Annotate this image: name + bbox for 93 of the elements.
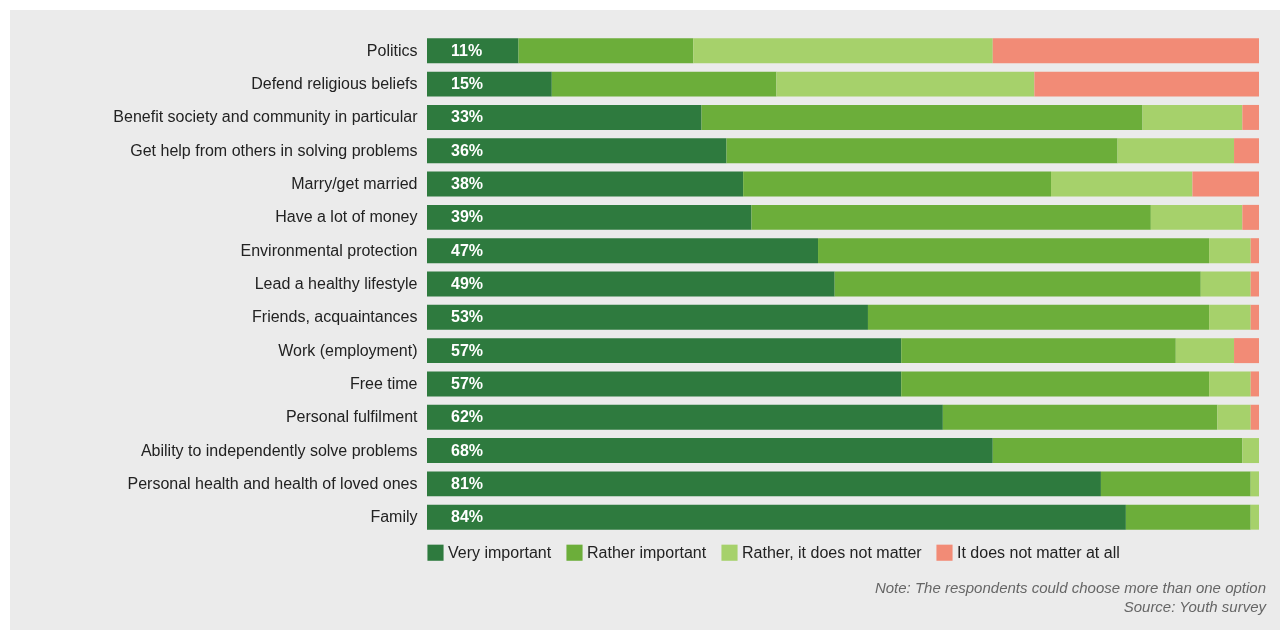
data-label: 62% bbox=[451, 408, 484, 426]
y-tick-label: Personal health and health of loved ones bbox=[127, 474, 418, 492]
bar bbox=[1234, 338, 1259, 364]
y-tick-label: Benefit society and community in particular bbox=[113, 108, 419, 126]
data-label: 38% bbox=[451, 175, 484, 193]
bar bbox=[1242, 204, 1259, 230]
bar bbox=[1142, 104, 1243, 130]
bar bbox=[1100, 471, 1251, 497]
bar bbox=[1192, 171, 1259, 197]
bar bbox=[992, 38, 1259, 64]
bar bbox=[427, 271, 835, 297]
bar bbox=[1242, 104, 1259, 130]
bar bbox=[427, 471, 1101, 497]
bar bbox=[1209, 371, 1251, 397]
data-label: 81% bbox=[451, 474, 484, 492]
data-label: 33% bbox=[451, 108, 484, 126]
bar bbox=[1250, 271, 1259, 297]
bar bbox=[427, 438, 993, 464]
y-tick-label: Defend religious beliefs bbox=[251, 75, 418, 93]
y-tick-label: Free time bbox=[349, 374, 418, 392]
bar bbox=[1242, 438, 1259, 464]
data-label: 11% bbox=[451, 41, 483, 59]
bar bbox=[427, 338, 902, 364]
y-tick-label: Lead a healthy lifestyle bbox=[254, 275, 418, 292]
bar bbox=[1250, 404, 1259, 430]
bar bbox=[427, 371, 902, 397]
bar bbox=[743, 171, 1051, 197]
bar bbox=[942, 404, 1218, 430]
bar bbox=[1034, 71, 1259, 97]
legend-label: Rather important bbox=[587, 543, 707, 561]
data-label: 15% bbox=[451, 75, 484, 93]
bar bbox=[1200, 271, 1251, 297]
data-label: 84% bbox=[451, 508, 484, 526]
bar bbox=[693, 38, 993, 64]
source-note: Source: Youth survey bbox=[1122, 597, 1266, 616]
bar bbox=[427, 104, 702, 130]
bar bbox=[992, 438, 1243, 464]
bar bbox=[901, 338, 1176, 364]
bar bbox=[1250, 471, 1259, 497]
y-tick-label: Environmental protection bbox=[240, 241, 418, 259]
bar bbox=[427, 138, 727, 164]
bar bbox=[1175, 338, 1235, 364]
bar bbox=[818, 238, 1210, 264]
bar bbox=[1250, 304, 1259, 330]
bar bbox=[1051, 171, 1193, 197]
bar bbox=[427, 304, 868, 330]
bar bbox=[901, 371, 1210, 397]
y-tick-label: Marry/get married bbox=[291, 175, 418, 193]
bar bbox=[1117, 138, 1235, 164]
y-tick-label: Get help from others in solving problems bbox=[130, 141, 418, 159]
data-label: 53% bbox=[451, 308, 484, 326]
y-tick-label: Work (employment) bbox=[278, 341, 418, 359]
y-tick-label: Friends, acquaintances bbox=[252, 308, 418, 326]
bar bbox=[427, 238, 819, 264]
bar bbox=[1150, 204, 1243, 230]
bar bbox=[427, 71, 552, 97]
data-label: 39% bbox=[451, 208, 484, 226]
bar bbox=[701, 104, 1143, 130]
bar bbox=[1217, 404, 1251, 430]
bar bbox=[427, 204, 752, 230]
legend-label: It does not matter at all bbox=[957, 543, 1120, 561]
bar bbox=[1250, 371, 1259, 397]
bar bbox=[427, 504, 1126, 530]
data-label: 57% bbox=[451, 374, 484, 392]
legend-label: Rather, it does not matter bbox=[742, 543, 923, 561]
data-label: 47% bbox=[451, 241, 484, 259]
y-tick-label: Personal fulfilment bbox=[285, 408, 419, 426]
legend-label: Very important bbox=[448, 543, 552, 561]
bar bbox=[726, 138, 1118, 164]
y-tick-label: Have a lot of money bbox=[275, 208, 418, 226]
bar bbox=[1125, 504, 1251, 530]
y-tick-label: Politics bbox=[366, 41, 418, 59]
y-tick-label: Ability to independently solve problems bbox=[140, 441, 418, 459]
bar bbox=[1209, 304, 1251, 330]
bar bbox=[1250, 504, 1259, 530]
bar bbox=[427, 404, 943, 430]
bar bbox=[867, 304, 1210, 330]
bar bbox=[1250, 238, 1259, 264]
bar bbox=[427, 38, 519, 64]
data-label: 68% bbox=[451, 441, 484, 459]
data-label: 49% bbox=[451, 275, 484, 292]
bar bbox=[776, 71, 1035, 97]
bar bbox=[1234, 138, 1259, 164]
y-tick-label: Family bbox=[370, 508, 418, 526]
bar bbox=[551, 71, 777, 97]
bar bbox=[518, 38, 694, 64]
bar bbox=[1209, 238, 1251, 264]
bar bbox=[834, 271, 1201, 297]
bar bbox=[427, 171, 744, 197]
text: Note: The respondents could choose more than one option bbox=[874, 578, 1266, 597]
data-label: 36% bbox=[451, 141, 484, 159]
data-label: 57% bbox=[451, 341, 484, 359]
bar bbox=[751, 204, 1151, 230]
